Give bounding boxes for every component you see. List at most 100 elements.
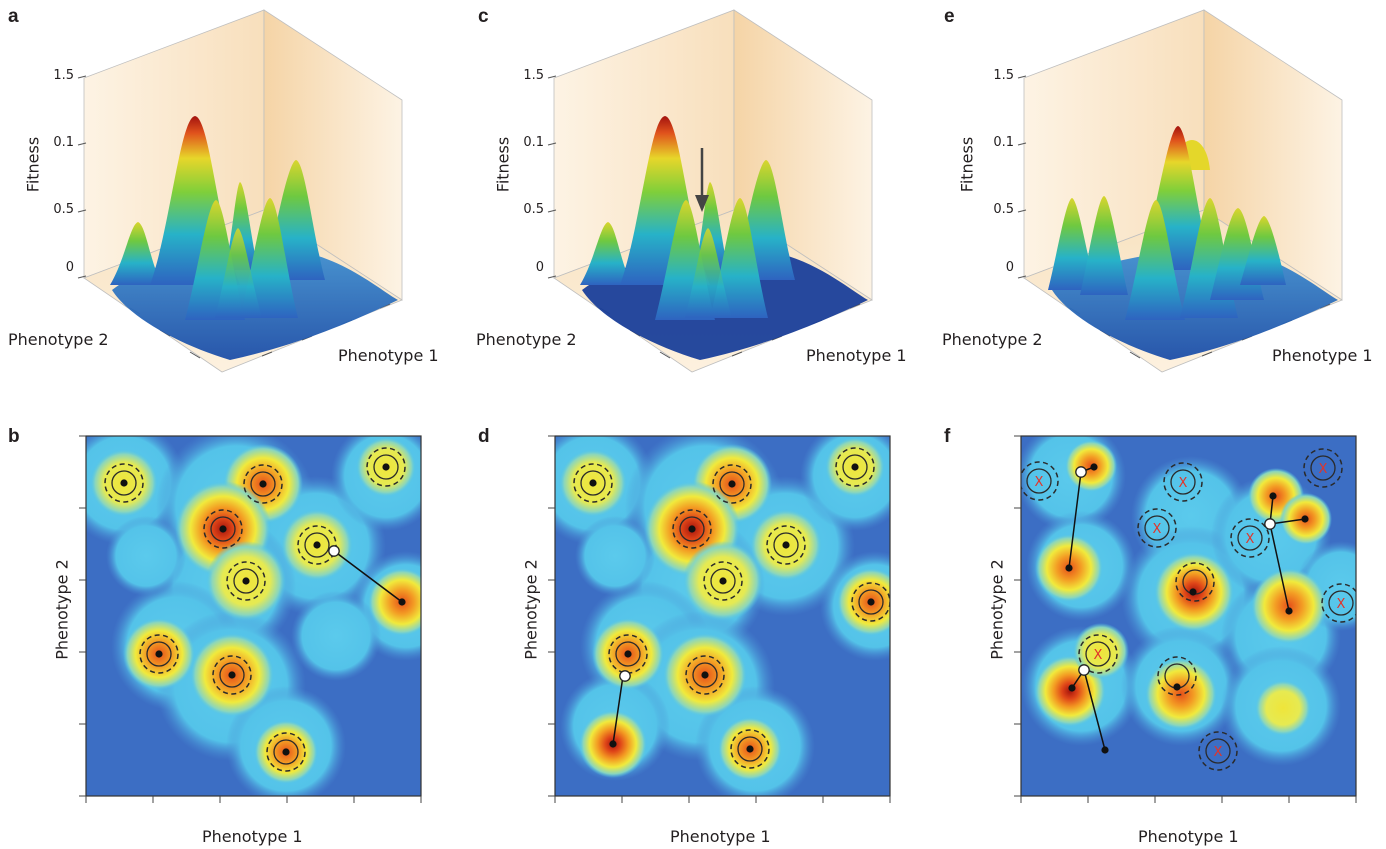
panel-letter-b: b xyxy=(8,426,20,447)
cyan-ridge xyxy=(575,516,655,596)
panel-b-population-6-inner-ring xyxy=(146,641,172,667)
panel-a-ztick-2: 0.1 xyxy=(53,135,74,150)
panel-f-migrant-marker-3 xyxy=(1078,664,1090,676)
panel-letter-e: e xyxy=(944,6,955,27)
panel-f-extinct-1-outer-ring xyxy=(1163,462,1203,502)
panel-f-extinct-x-0: X xyxy=(1035,475,1044,490)
panel-c-ztick-4: 0 xyxy=(535,260,544,275)
panel-f-migrant-marker-2 xyxy=(1264,518,1276,530)
panel-d-population-2-inner-ring xyxy=(842,454,868,480)
panel-f-line-7 xyxy=(1083,669,1106,751)
panel-b-heatmap-svg xyxy=(79,435,422,803)
panel-d-population-1-outer-ring xyxy=(712,464,752,504)
panel-d-frame xyxy=(554,435,891,797)
panel-d-plot xyxy=(548,435,891,803)
panel-b-population-1-outer-ring xyxy=(243,464,283,504)
panel-e-ztick-3: 0.5 xyxy=(993,202,1014,217)
panel-b-migration-line xyxy=(333,550,403,603)
panel-b-population-dot-8 xyxy=(282,748,290,756)
panel-d-population-dot-4 xyxy=(782,541,790,549)
panel-d-population-dot-0 xyxy=(589,479,597,487)
panel-f-extinct-2-outer-ring xyxy=(1137,508,1177,548)
panel-f-extinct-5-outer-ring xyxy=(1321,583,1356,623)
panel-f-migrant-marker-1 xyxy=(1075,466,1087,478)
panel-d-population-dot-1 xyxy=(728,480,736,488)
panel-b-population-3-outer-ring xyxy=(203,509,243,549)
panel-b-population-dot-5 xyxy=(242,577,250,585)
panel-c-y-axis-label: Phenotype 2 xyxy=(476,330,577,349)
panel-a-x-axis-label: Phenotype 1 xyxy=(338,346,439,365)
panel-f-extinct-1-inner-ring xyxy=(1170,469,1196,495)
panel-b-population-0-inner-ring xyxy=(111,470,137,496)
panel-f-population-big-b-outer-ring xyxy=(1157,656,1197,696)
panel-d-population-9-outer-ring xyxy=(730,729,770,769)
cyan-ridge xyxy=(291,591,381,681)
panel-b-population-4-inner-ring xyxy=(304,532,330,558)
panel-f-extinct-x-5: X xyxy=(1337,597,1346,612)
panel-b-population-6-outer-ring xyxy=(139,634,179,674)
panel-letter-f: f xyxy=(944,426,951,447)
panel-f-extinct-0-outer-ring xyxy=(1021,461,1059,501)
panel-b-population-dot-3 xyxy=(219,525,227,533)
panel-b-population-2-outer-ring xyxy=(366,447,406,487)
panel-b-population-0-outer-ring xyxy=(104,463,144,503)
panel-letter-d: d xyxy=(478,426,490,447)
panel-f-extinct-x-7: X xyxy=(1214,745,1223,760)
panel-f-frame xyxy=(1020,435,1357,797)
panel-d-population-3-outer-ring xyxy=(672,509,712,549)
panel-b-migrant-marker xyxy=(328,545,340,557)
panel-f-extinct-2-inner-ring xyxy=(1144,515,1170,541)
panel-e-z-axis-label: Fitness xyxy=(957,136,977,193)
panel-d-population-dot-3 xyxy=(688,525,696,533)
panel-b-plot xyxy=(79,435,422,803)
panel-d-population-5-inner-ring xyxy=(710,568,736,594)
panel-e-y-axis-label: Phenotype 2 xyxy=(942,330,1043,349)
panel-d-population-dot-2 xyxy=(851,463,859,471)
panel-c-surface-plot xyxy=(547,9,873,373)
panel-f-extinct-6-outer-ring xyxy=(1078,634,1118,674)
panel-d-x-axis-label: Phenotype 1 xyxy=(670,827,771,846)
panel-d-population-0-outer-ring xyxy=(573,463,613,503)
panel-b-population-5-outer-ring xyxy=(226,561,266,601)
panel-b-population-2-inner-ring xyxy=(373,454,399,480)
panel-f-extinct-7-outer-ring xyxy=(1198,731,1238,771)
panel-a-y-axis-label: Phenotype 2 xyxy=(8,330,109,349)
panel-c-ztick-1: 1.5 xyxy=(523,68,544,83)
panel-letter-c: c xyxy=(478,6,489,27)
panel-e-ztick-1: 1.5 xyxy=(993,68,1014,83)
panel-d-population-dot-6 xyxy=(867,598,875,606)
panel-f-extinct-x-4: X xyxy=(1246,532,1255,547)
panel-b-population-4-outer-ring xyxy=(297,525,337,565)
panel-f-line-1 xyxy=(1068,471,1082,569)
peak xyxy=(1145,658,1217,730)
panel-c-x-axis-label: Phenotype 1 xyxy=(806,346,907,365)
panel-f-extinct-x-2: X xyxy=(1153,522,1162,537)
panel-b-population-1-inner-ring xyxy=(250,471,276,497)
panel-b-population-dot-1 xyxy=(259,480,267,488)
panel-b-population-7-outer-ring xyxy=(212,655,252,695)
panel-e-x-axis-label: Phenotype 1 xyxy=(1272,346,1373,365)
panel-b-population-3-inner-ring xyxy=(210,516,236,542)
panel-d-population-2-outer-ring xyxy=(835,447,875,487)
panel-a-surface-plot xyxy=(77,9,403,373)
panel-b-x-axis-label: Phenotype 1 xyxy=(202,827,303,846)
panel-d-heatmap-svg xyxy=(548,435,891,803)
panel-b-population-8-outer-ring xyxy=(266,732,306,772)
panel-f-extinct-5-inner-ring xyxy=(1328,590,1354,616)
cyan-ridge xyxy=(106,516,186,596)
panel-d-migration-line xyxy=(612,675,624,745)
panel-b-population-dot-4 xyxy=(313,541,321,549)
panel-f-extinct-x-1: X xyxy=(1179,476,1188,491)
panel-f-extinct-6-inner-ring xyxy=(1085,641,1111,667)
panel-c-ztick-2: 0.1 xyxy=(523,135,544,150)
peak xyxy=(1255,680,1311,736)
panel-d-population-dot-7 xyxy=(624,650,632,658)
panel-f-extinct-3-outer-ring xyxy=(1303,448,1343,488)
panel-b-population-dot-0 xyxy=(120,479,128,487)
panel-b-population-7-inner-ring xyxy=(219,662,245,688)
panel-d-population-dot-5 xyxy=(719,577,727,585)
panel-d-population-8-outer-ring xyxy=(685,655,725,695)
panel-d-population-6-inner-ring xyxy=(858,589,884,615)
panel-letter-a: a xyxy=(8,6,19,27)
panel-e-ztick-2: 0.1 xyxy=(993,135,1014,150)
